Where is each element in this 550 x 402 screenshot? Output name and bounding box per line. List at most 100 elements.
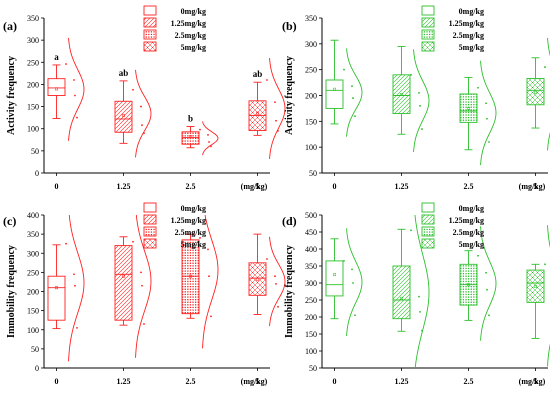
legend-label: 1.25mg/kg (449, 216, 484, 225)
x-tick-label: 1.25 (117, 182, 131, 191)
distribution-curve (414, 214, 430, 369)
data-point (207, 134, 209, 136)
significance-letter: ab (253, 69, 263, 79)
panel-label-b: (b) (282, 19, 297, 33)
legend-label: 2.5mg/kg (175, 228, 206, 237)
data-point (486, 288, 488, 291)
box-rect (248, 262, 267, 296)
x-tick-label: 0 (333, 182, 337, 191)
x-unit-label: (mg/kg) (519, 182, 546, 191)
x-unit-label: (mg/kg) (241, 182, 268, 191)
distribution-curve (269, 57, 286, 159)
data-point (477, 86, 479, 89)
legend-swatch (421, 202, 435, 213)
y-tick-label: 300 (305, 279, 317, 288)
data-point (65, 63, 67, 65)
legend-label: 2.5mg/kg (175, 31, 206, 40)
distribution-curve (135, 214, 152, 358)
distribution-curve (480, 60, 497, 166)
y-tick-label: 250 (27, 58, 39, 67)
mean-marker (189, 274, 192, 278)
y-tick-label: 50 (309, 364, 317, 373)
data-point (488, 314, 490, 317)
data-point (544, 263, 546, 266)
y-tick-label: 300 (27, 249, 39, 258)
data-point (410, 229, 412, 232)
legend-label: 5mg/kg (181, 240, 206, 249)
panel-label-a: (a) (3, 19, 17, 33)
y-tick-label: 0 (35, 364, 39, 373)
legend-swatch (143, 226, 157, 237)
box-rect (459, 93, 478, 123)
box-rect (181, 239, 200, 315)
mean-marker (467, 106, 470, 110)
y-tick-label: 50 (309, 169, 317, 178)
data-point (354, 314, 356, 317)
box-rect (325, 260, 344, 297)
legend-label: 0mg/kg (181, 7, 206, 16)
mean-marker (122, 113, 125, 117)
mean-marker (256, 277, 259, 281)
y-tick-label: 150 (27, 307, 39, 316)
y-tick-label: 300 (27, 36, 39, 45)
data-point (76, 116, 78, 119)
data-point (421, 128, 423, 130)
y-tick-label: 100 (305, 143, 317, 152)
y-tick-label: 150 (27, 103, 39, 112)
distribution-curve (346, 228, 363, 337)
box-rect (47, 275, 66, 321)
distribution-curve (202, 121, 219, 156)
data-point (419, 311, 421, 313)
data-point (418, 92, 420, 94)
data-point (352, 282, 354, 284)
mean-marker (400, 93, 403, 96)
box-rect (526, 269, 545, 303)
x-tick-label: 5 (534, 182, 538, 191)
legend-swatch (421, 29, 435, 40)
x-tick-label: 0 (333, 377, 337, 386)
panel-label-d: (d) (282, 214, 297, 228)
legend-swatch (421, 238, 435, 249)
mean-marker (333, 273, 336, 276)
y-axis-label: Immobility frequency (6, 245, 17, 338)
legend-label: 1.25mg/kg (171, 216, 206, 225)
data-point (274, 275, 276, 278)
data-point (208, 275, 210, 278)
x-tick-label: 1.25 (395, 182, 409, 191)
x-tick-label: 0 (55, 182, 59, 191)
data-point (351, 85, 353, 88)
data-point (544, 66, 546, 68)
legend-label: 2.5mg/kg (453, 31, 484, 40)
data-point (208, 141, 210, 143)
x-tick-label: 5 (256, 182, 260, 191)
data-point (210, 315, 212, 318)
y-tick-label: 350 (27, 14, 39, 23)
x-tick-label: 0 (55, 377, 59, 386)
data-point (199, 237, 201, 239)
distribution-curve (202, 214, 219, 349)
data-point (76, 326, 78, 329)
x-tick-label: 5 (256, 377, 260, 386)
box-rect (392, 74, 411, 115)
y-tick-label: 200 (27, 80, 39, 89)
legend-label: 0mg/kg (459, 204, 484, 213)
y-tick-label: 250 (305, 296, 317, 305)
data-point (485, 102, 487, 105)
data-point (410, 73, 412, 76)
y-tick-label: 0 (35, 169, 39, 178)
data-point (73, 273, 75, 276)
x-unit-label: (mg/kg) (241, 377, 268, 386)
box-rect (526, 77, 545, 106)
y-tick-label: 350 (305, 262, 317, 271)
legend-swatch (421, 17, 435, 28)
data-point (132, 88, 134, 91)
box-rect (47, 78, 66, 96)
legend-label: 5mg/kg (181, 43, 206, 52)
data-point (418, 295, 420, 298)
mean-marker (189, 135, 192, 139)
legend-label: 2.5mg/kg (453, 228, 484, 237)
mean-marker (256, 111, 259, 115)
y-tick-label: 150 (305, 117, 317, 126)
panel-label-c: (c) (3, 214, 16, 228)
